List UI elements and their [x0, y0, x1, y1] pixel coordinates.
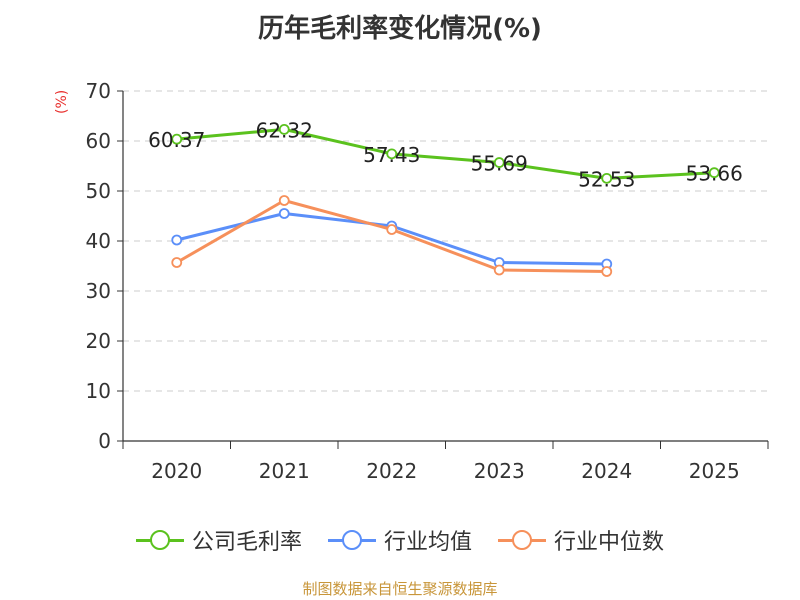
data-point-series-2 — [386, 224, 398, 235]
legend-swatch-industry-mean — [327, 530, 376, 550]
x-tick-label: 2024 — [581, 459, 632, 483]
data-point-series-2 — [601, 266, 613, 277]
data-point-series-0 — [278, 123, 290, 135]
legend-item-industry-mean[interactable]: 行业均值 — [327, 524, 472, 556]
legend-label-industry-median: 行业中位数 — [554, 530, 665, 555]
legend-label-company: 公司毛利率 — [191, 530, 302, 555]
y-tick-label: 30 — [86, 279, 111, 303]
y-tick-label: 10 — [86, 379, 111, 403]
legend-swatch-industry-median — [498, 530, 546, 550]
data-point-series-2 — [278, 195, 290, 206]
data-point-series-0 — [708, 167, 720, 179]
x-tick-label: 2021 — [259, 459, 310, 483]
legend-item-company[interactable]: 公司毛利率 — [135, 524, 302, 556]
y-tick-label: 0 — [98, 429, 111, 453]
x-tick-label: 2025 — [689, 459, 740, 483]
data-point-series-0 — [386, 148, 398, 160]
y-tick-label: 60 — [86, 129, 111, 153]
data-label: 55.69 — [471, 152, 528, 176]
data-point-series-0 — [601, 172, 613, 184]
y-tick-label: 70 — [86, 79, 111, 103]
x-tick-label: 2020 — [151, 459, 202, 483]
x-tick-label: 2022 — [366, 459, 417, 483]
y-tick-label: 20 — [86, 329, 111, 353]
data-point-series-2 — [493, 264, 505, 276]
data-point-series-2 — [171, 257, 183, 268]
data-point-series-1 — [171, 234, 183, 246]
data-label: 62.32 — [256, 118, 313, 142]
data-point-series-0 — [493, 157, 505, 168]
chart-title: 历年毛利率变化情况(%) — [258, 14, 542, 44]
data-label: 52.53 — [578, 167, 635, 191]
y-tick-label: 50 — [86, 179, 111, 203]
y-tick-label: 40 — [86, 229, 111, 253]
legend-swatch-company — [135, 530, 184, 550]
data-label: 57.43 — [363, 143, 420, 167]
data-label: 60.37 — [148, 128, 205, 152]
legend-item-industry-median[interactable]: 行业中位数 — [498, 524, 664, 556]
data-source-note: 制图数据来自恒生聚源数据库 — [302, 580, 498, 598]
series-line-0 — [176, 127, 715, 180]
data-point-series-1 — [278, 208, 290, 219]
x-tick-label: 2023 — [474, 459, 525, 483]
data-point-series-0 — [171, 133, 183, 145]
series-line-2 — [176, 199, 607, 273]
data-label: 53.66 — [686, 162, 743, 186]
legend: 公司毛利率 行业均值 行业中位数 — [0, 524, 800, 556]
legend-label-industry-mean: 行业均值 — [383, 530, 472, 555]
